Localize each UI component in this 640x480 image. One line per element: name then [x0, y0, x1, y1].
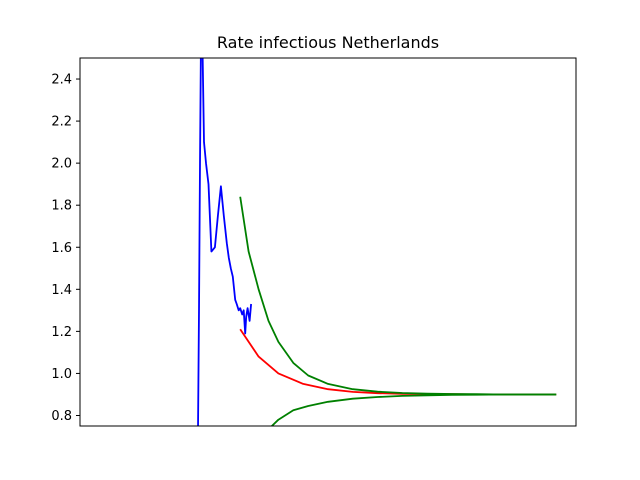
y-tick-label: 1.2 — [51, 325, 72, 340]
y-axis: 0.8 1.0 1.2 1.4 1.6 1.8 2.0 2.2 2.4 — [51, 73, 80, 424]
series-line-4 — [270, 393, 557, 426]
series-layer — [197, 58, 557, 426]
y-tick-label: 1.6 — [51, 241, 72, 256]
y-tick-label: 1.4 — [51, 283, 72, 298]
y-tick-label: 0.8 — [51, 409, 72, 424]
y-tick-label: 1.0 — [51, 367, 72, 382]
series-line-1 — [197, 58, 252, 426]
chart-title: Rate infectious Netherlands — [217, 33, 439, 52]
y-tick-label: 2.2 — [51, 115, 72, 130]
plot-frame — [79, 57, 577, 427]
y-tick-label: 1.8 — [51, 199, 72, 214]
y-tick-label: 2.0 — [51, 157, 72, 172]
y-tick-label: 2.4 — [51, 73, 72, 88]
